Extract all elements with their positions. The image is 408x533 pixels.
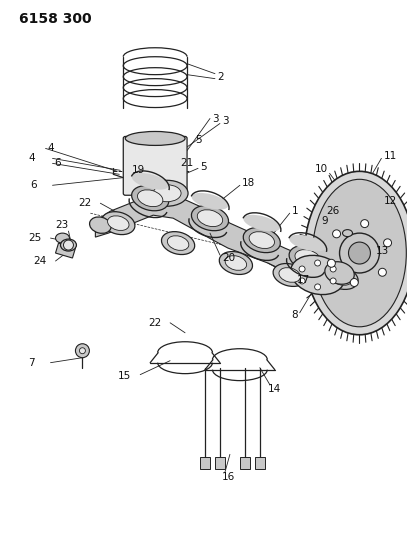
Circle shape bbox=[299, 266, 305, 272]
Ellipse shape bbox=[325, 266, 358, 289]
Ellipse shape bbox=[125, 132, 185, 146]
Text: 4: 4 bbox=[48, 143, 54, 154]
Ellipse shape bbox=[132, 185, 169, 211]
FancyBboxPatch shape bbox=[240, 457, 250, 470]
Polygon shape bbox=[55, 243, 75, 258]
Text: 24: 24 bbox=[33, 256, 47, 266]
Circle shape bbox=[361, 220, 369, 228]
Ellipse shape bbox=[249, 232, 275, 248]
Text: 3: 3 bbox=[222, 117, 228, 126]
Ellipse shape bbox=[108, 216, 129, 230]
Circle shape bbox=[327, 259, 335, 267]
Ellipse shape bbox=[55, 233, 69, 243]
Ellipse shape bbox=[219, 252, 253, 274]
Ellipse shape bbox=[305, 171, 408, 335]
Text: 14: 14 bbox=[268, 384, 281, 393]
Ellipse shape bbox=[60, 239, 76, 251]
Ellipse shape bbox=[339, 233, 379, 273]
Text: 19: 19 bbox=[132, 165, 145, 175]
Ellipse shape bbox=[331, 271, 352, 285]
Text: 20: 20 bbox=[222, 253, 235, 263]
Text: 23: 23 bbox=[55, 220, 69, 230]
Circle shape bbox=[330, 278, 336, 284]
Text: 6: 6 bbox=[55, 158, 61, 168]
Circle shape bbox=[384, 239, 392, 247]
Text: 5: 5 bbox=[200, 163, 206, 172]
Ellipse shape bbox=[197, 210, 223, 227]
Text: 6158 300: 6158 300 bbox=[19, 12, 91, 26]
Ellipse shape bbox=[289, 235, 326, 252]
Ellipse shape bbox=[192, 193, 228, 209]
Ellipse shape bbox=[279, 268, 300, 282]
Ellipse shape bbox=[191, 206, 228, 231]
FancyBboxPatch shape bbox=[215, 457, 225, 470]
FancyBboxPatch shape bbox=[200, 457, 210, 470]
Text: 21: 21 bbox=[180, 158, 193, 168]
Text: 26: 26 bbox=[326, 206, 339, 216]
Text: 18: 18 bbox=[242, 178, 255, 188]
Ellipse shape bbox=[132, 173, 169, 190]
Ellipse shape bbox=[289, 246, 326, 271]
Text: 22: 22 bbox=[78, 198, 92, 208]
FancyBboxPatch shape bbox=[255, 457, 265, 470]
Circle shape bbox=[350, 279, 358, 286]
Circle shape bbox=[315, 284, 321, 290]
Circle shape bbox=[64, 240, 73, 250]
Text: 22: 22 bbox=[148, 318, 162, 328]
Text: 11: 11 bbox=[384, 151, 397, 161]
Ellipse shape bbox=[137, 190, 163, 207]
Text: 16: 16 bbox=[222, 472, 235, 482]
Text: 4: 4 bbox=[29, 154, 35, 164]
Ellipse shape bbox=[102, 212, 135, 235]
Ellipse shape bbox=[313, 179, 406, 327]
FancyBboxPatch shape bbox=[123, 136, 187, 195]
Text: 6: 6 bbox=[31, 180, 37, 190]
Circle shape bbox=[315, 260, 321, 266]
Ellipse shape bbox=[244, 215, 280, 231]
Ellipse shape bbox=[290, 255, 344, 295]
Ellipse shape bbox=[90, 217, 111, 233]
Ellipse shape bbox=[273, 263, 306, 286]
Polygon shape bbox=[95, 193, 350, 285]
Ellipse shape bbox=[348, 242, 370, 264]
Text: 2: 2 bbox=[217, 71, 224, 82]
Ellipse shape bbox=[225, 256, 246, 270]
Text: 3: 3 bbox=[212, 114, 219, 124]
Circle shape bbox=[330, 266, 336, 272]
Circle shape bbox=[80, 348, 85, 354]
Text: 9: 9 bbox=[321, 216, 328, 226]
Text: 25: 25 bbox=[29, 233, 42, 243]
Ellipse shape bbox=[243, 228, 280, 253]
Ellipse shape bbox=[325, 262, 354, 284]
Text: 8: 8 bbox=[291, 310, 298, 320]
Text: 17: 17 bbox=[297, 275, 310, 285]
Text: 5: 5 bbox=[195, 135, 202, 146]
Text: 1: 1 bbox=[292, 206, 298, 216]
Circle shape bbox=[75, 344, 89, 358]
Circle shape bbox=[299, 278, 305, 284]
Circle shape bbox=[378, 268, 386, 276]
Ellipse shape bbox=[153, 185, 181, 201]
Ellipse shape bbox=[146, 180, 188, 206]
Ellipse shape bbox=[295, 249, 320, 266]
Text: 10: 10 bbox=[315, 164, 328, 174]
Text: 15: 15 bbox=[118, 370, 131, 381]
Circle shape bbox=[333, 230, 341, 238]
Ellipse shape bbox=[167, 236, 189, 251]
Text: 13: 13 bbox=[376, 246, 389, 256]
Ellipse shape bbox=[162, 232, 195, 255]
Ellipse shape bbox=[343, 230, 353, 237]
Text: 12: 12 bbox=[384, 196, 397, 206]
Text: 7: 7 bbox=[29, 358, 35, 368]
